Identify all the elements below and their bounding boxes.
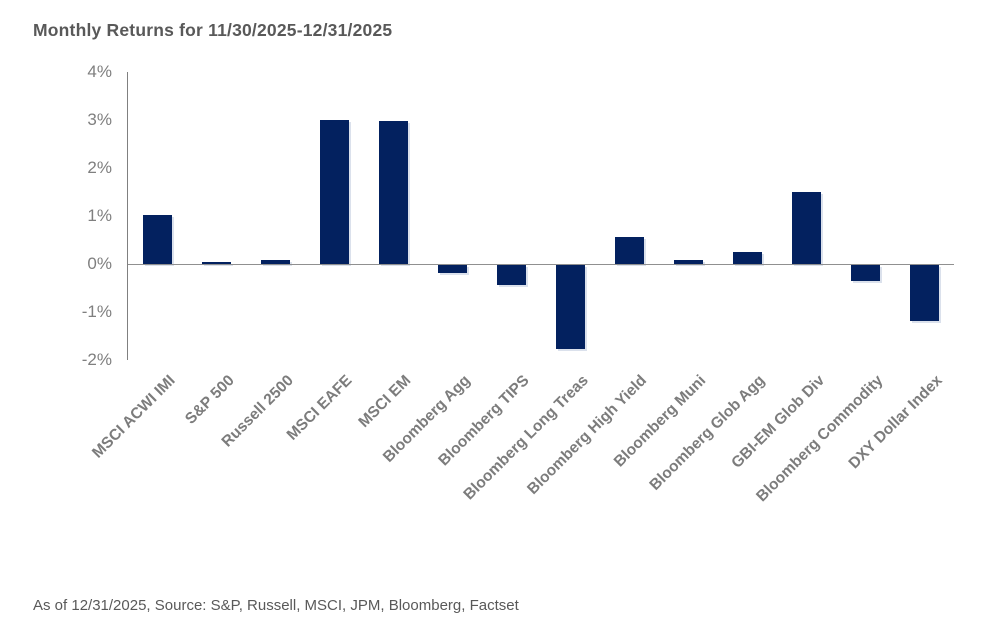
bar-bloomberg-long-treas (556, 265, 585, 350)
y-tick-label: 0% (87, 254, 112, 273)
bar-msci-em (379, 121, 408, 264)
bar-russell-2500 (261, 260, 290, 264)
x-axis-category-labels: MSCI ACWI IMI S&P 500 Russell 2500 MSCI EAF… (89, 372, 953, 597)
category-label: MSCI EM (355, 372, 415, 431)
plot-area (127, 72, 954, 360)
bar-bloomberg-high-yield (615, 237, 644, 264)
bar-bloomberg-muni (674, 259, 703, 264)
bar-s-p-500 (202, 261, 231, 264)
bar-gbi-em-glob-div (792, 192, 821, 264)
zero-axis-line (128, 264, 954, 265)
category-label: Bloomberg Glob Agg (646, 372, 769, 494)
bar-msci-eafe (320, 120, 349, 264)
bar-bloomberg-commodity (851, 265, 880, 281)
bar-dxy-dollar-index (910, 265, 939, 322)
y-tick-label: 4% (87, 62, 112, 81)
y-tick-label: 2% (87, 158, 112, 177)
bar-bloomberg-tips (497, 265, 526, 285)
y-tick-label: -2% (81, 350, 112, 369)
y-tick-label: 3% (87, 110, 112, 129)
bar-bloomberg-glob-agg (733, 251, 762, 264)
bar-msci-acwi-imi (143, 215, 172, 264)
category-label: MSCI ACWI IMI (88, 372, 179, 462)
source-note: As of 12/31/2025, Source: S&P, Russell, … (33, 597, 519, 614)
bar-bloomberg-agg (438, 265, 467, 274)
category-label: S&P 500 (181, 372, 238, 428)
y-tick-label: 1% (87, 206, 112, 225)
y-tick-label: -1% (81, 302, 112, 321)
chart-title: Monthly Returns for 11/30/2025-12/31/202… (33, 20, 393, 40)
